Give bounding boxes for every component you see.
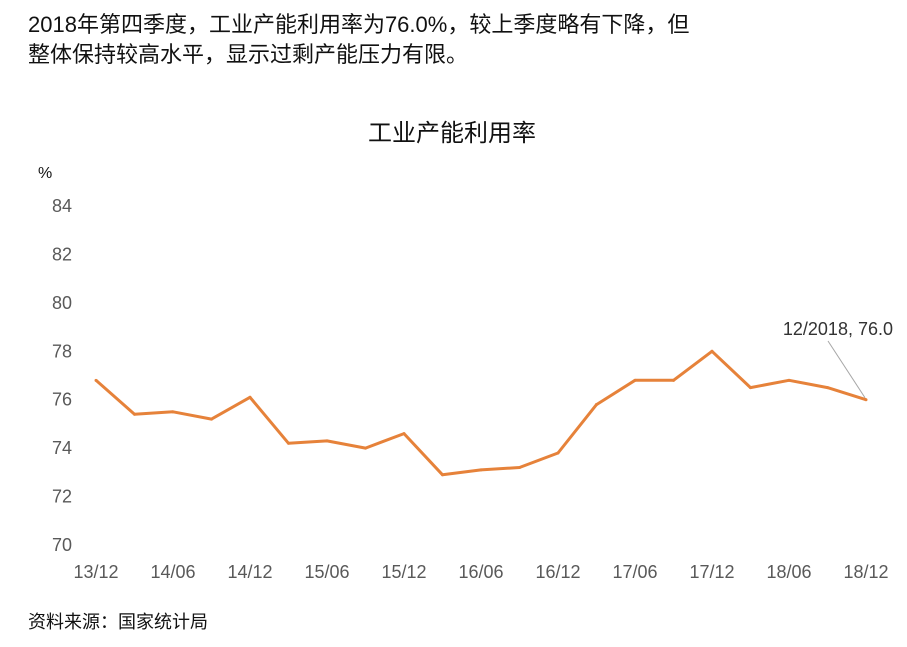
- x-tick-label: 17/12: [689, 562, 734, 582]
- x-axis: 13/12 14/06 14/12 15/06 15/12 16/06 16/12 17/06…: [73, 562, 888, 582]
- data-point: [864, 398, 868, 402]
- line-chart: 工业产能利用率 % 70 72 74 76 78 80 82 84 13/12 14/06 14/…: [38, 120, 893, 582]
- data-point: [364, 446, 367, 450]
- data-point: [710, 349, 714, 353]
- x-tick-label: 18/06: [766, 562, 811, 582]
- chart-title: 工业产能利用率: [368, 120, 536, 147]
- data-point: [248, 395, 252, 399]
- x-tick-label: 16/12: [535, 562, 580, 582]
- data-point: [171, 410, 175, 414]
- data-point: [749, 386, 752, 390]
- series-layer: [94, 349, 868, 477]
- y-tick-label: 74: [52, 438, 72, 458]
- y-tick-label: 76: [52, 390, 72, 410]
- data-point: [325, 439, 329, 443]
- x-tick-label: 14/12: [227, 562, 272, 582]
- series-line: [95, 349, 867, 477]
- data-point: [633, 378, 637, 382]
- y-tick-label: 80: [52, 293, 72, 313]
- x-tick-label: 17/06: [612, 562, 657, 582]
- data-point: [595, 403, 598, 407]
- data-point: [133, 412, 136, 416]
- data-point: [287, 441, 290, 445]
- data-point: [556, 451, 560, 455]
- data-point: [402, 432, 406, 436]
- data-point: [787, 378, 791, 382]
- headline-line-2: 整体保持较高水平，显示过剩产能压力有限。: [28, 42, 469, 67]
- x-tick-label: 15/12: [381, 562, 426, 582]
- headline-line-1: 2018年第四季度，工业产能利用率为76.0%，较上季度略有下降，但: [28, 12, 690, 37]
- y-tick-label: 70: [52, 535, 72, 555]
- data-point: [94, 378, 98, 382]
- x-tick-label: 14/06: [150, 562, 195, 582]
- data-point: [479, 468, 483, 472]
- annotation-leader-line: [827, 340, 866, 398]
- x-tick-label: 18/12: [843, 562, 888, 582]
- data-point: [672, 378, 675, 382]
- source-note: 资料来源：国家统计局: [28, 612, 208, 632]
- x-tick-label: 15/06: [304, 562, 349, 582]
- y-axis-unit-label: %: [38, 165, 52, 182]
- data-point: [441, 473, 444, 477]
- y-tick-label: 82: [52, 244, 72, 264]
- x-tick-label: 13/12: [73, 562, 118, 582]
- annotation-layer: 12/2018, 76.0: [783, 319, 893, 398]
- y-tick-label: 78: [52, 341, 72, 361]
- data-point: [518, 466, 521, 470]
- y-axis: 70 72 74 76 78 80 82 84: [52, 196, 72, 555]
- data-point: [210, 417, 213, 421]
- annotation-label: 12/2018, 76.0: [783, 319, 893, 339]
- headline: 2018年第四季度，工业产能利用率为76.0%，较上季度略有下降，但 整体保持较…: [28, 10, 888, 70]
- y-tick-label: 84: [52, 196, 72, 216]
- y-tick-label: 72: [52, 487, 72, 507]
- data-point: [826, 386, 829, 390]
- x-tick-label: 16/06: [458, 562, 503, 582]
